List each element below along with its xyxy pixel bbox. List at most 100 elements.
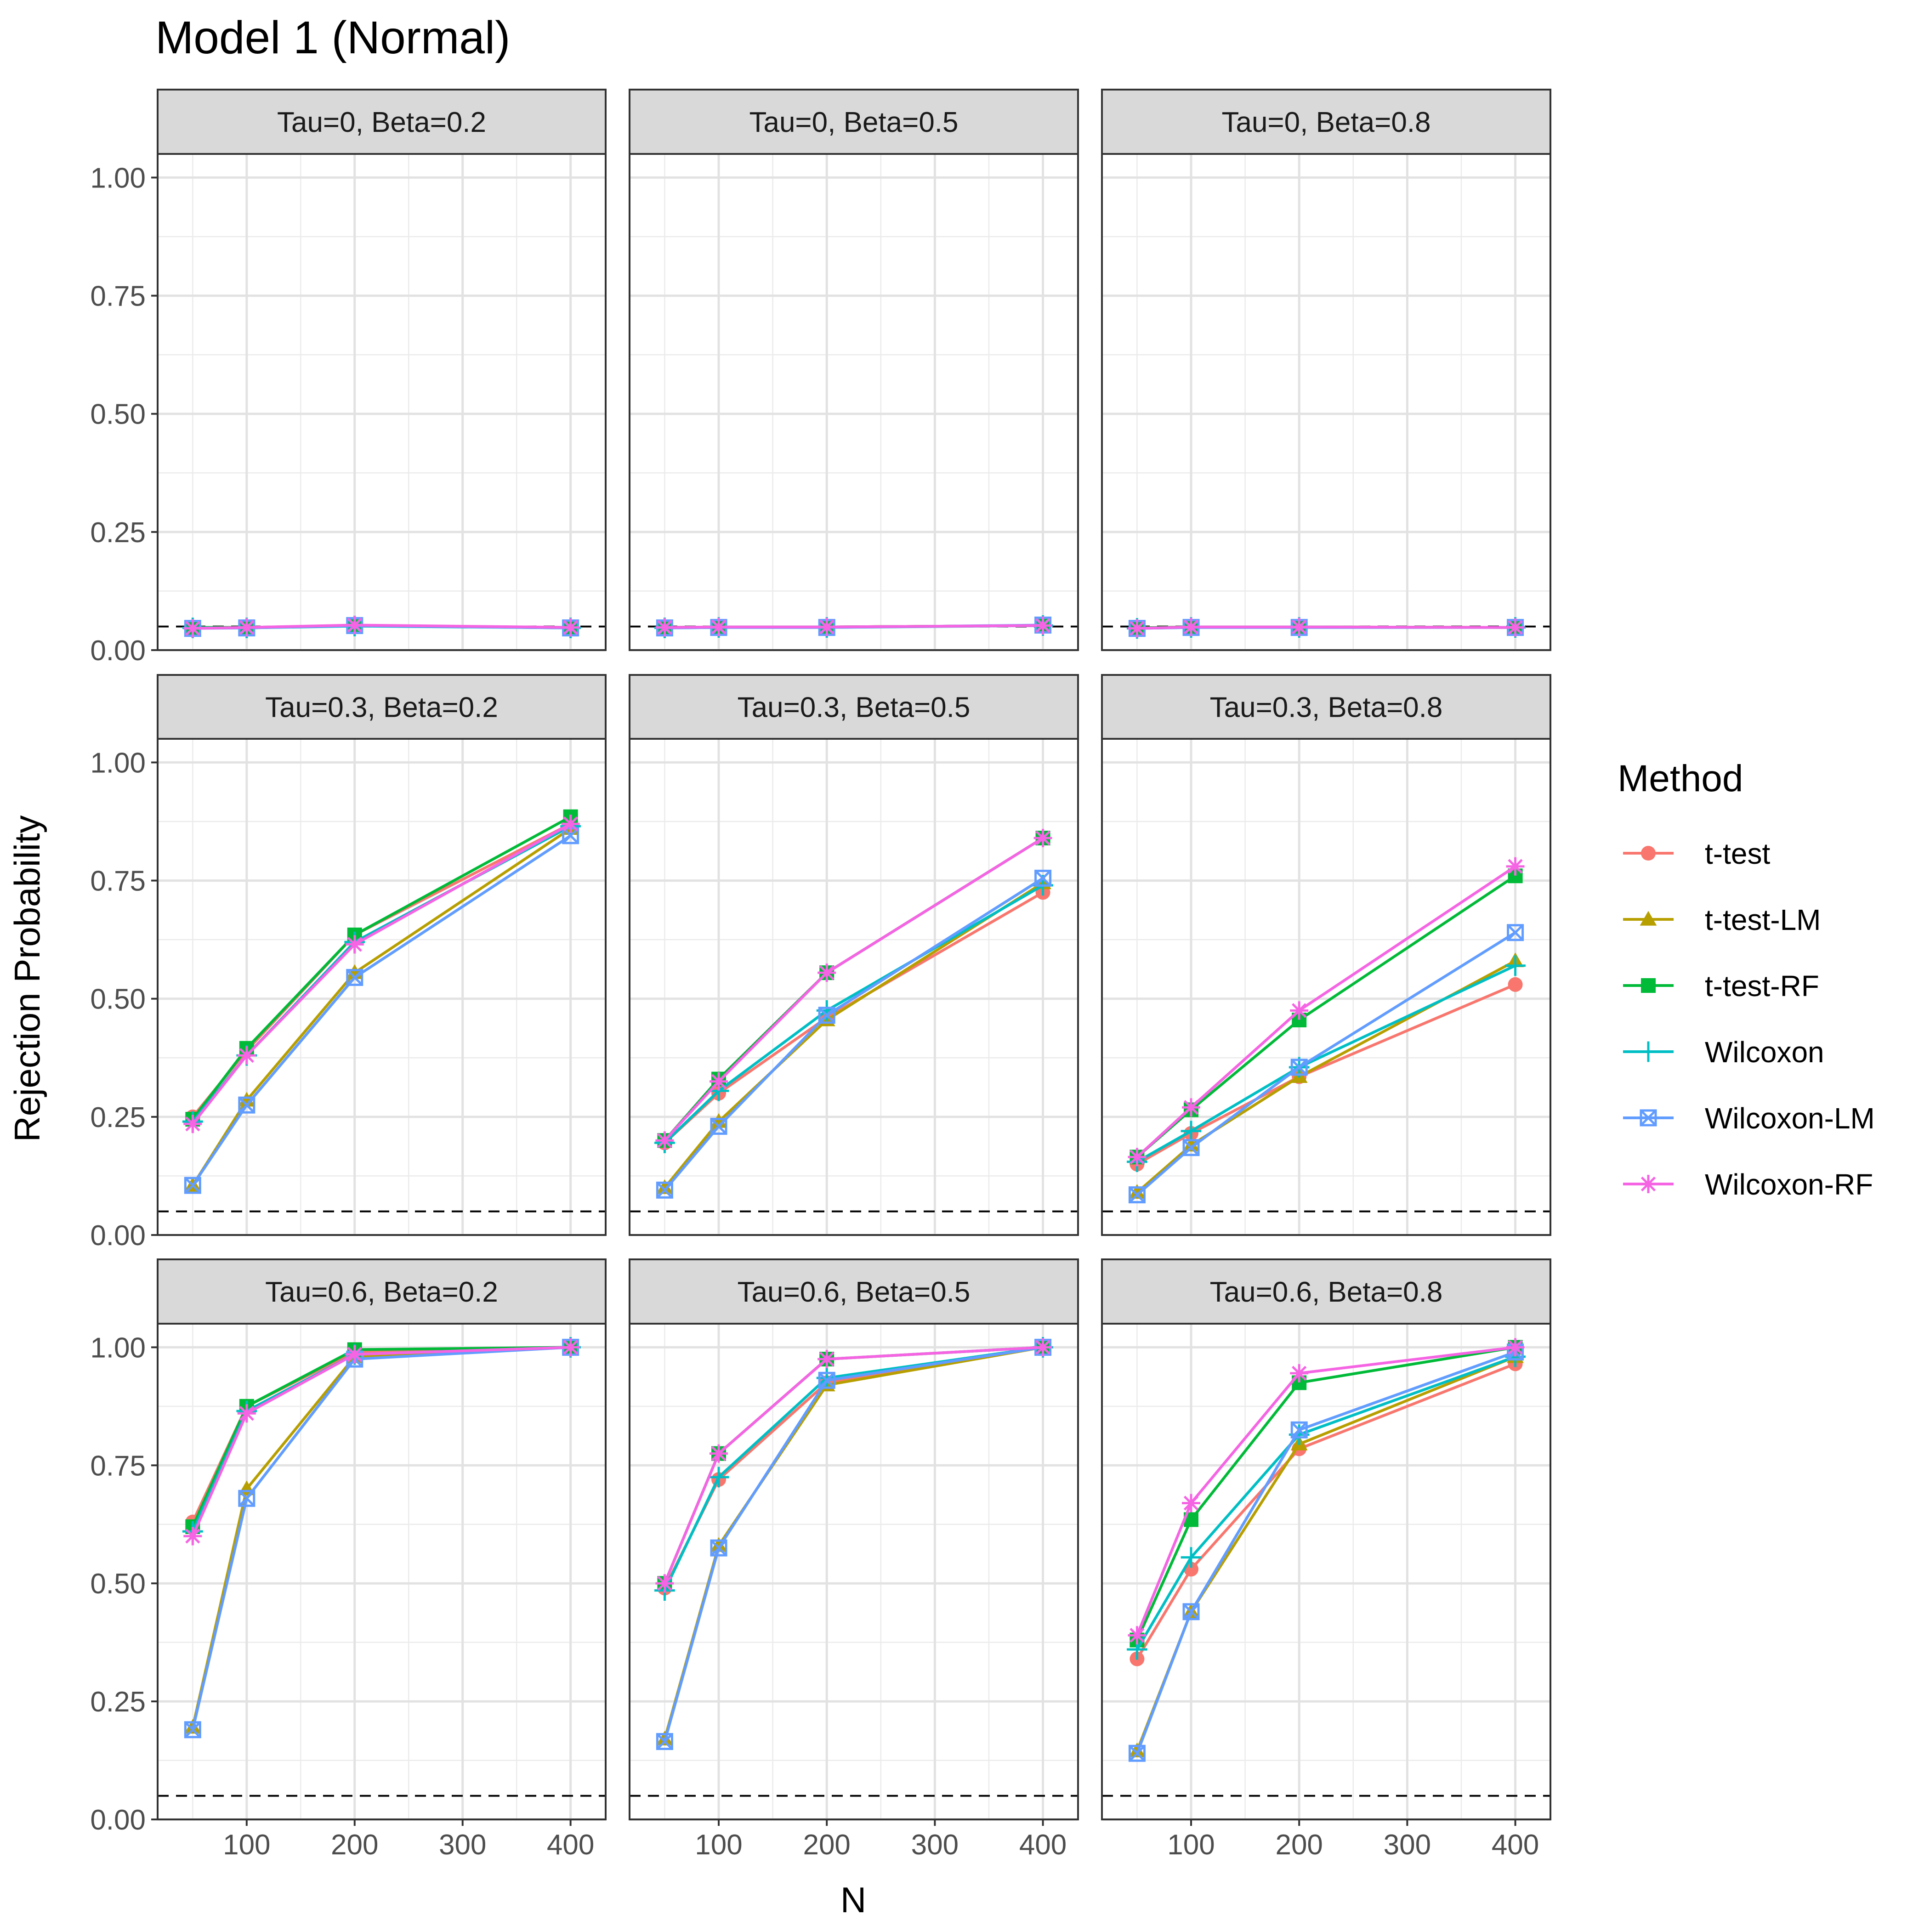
panel-tau-0-3-beta-0-5-series-wilcoxon-lm-point-2-d2 xyxy=(818,1007,835,1024)
panel-tau-0-3-beta-0-5-series-wilcoxon-rf-point-3-d2 xyxy=(1035,830,1050,846)
panel-tau-0-6-beta-0-5-series-wilcoxon-rf-line xyxy=(663,1346,1043,1584)
panel-tau-0-6-beta-0-2-y-tick-label-3: 0.75 xyxy=(90,1450,146,1482)
panel-tau-0-6-beta-0-8-series-wilcoxon-lm-point-1-d2 xyxy=(1183,1603,1199,1620)
panel-tau-0-3-beta-0-2-y-tick-label-3: 0.75 xyxy=(90,866,146,897)
legend-item-t-test-rf-marker xyxy=(1641,978,1656,993)
panel-tau-0-beta-0-2-series-wilcoxon-rf-line xyxy=(193,623,571,630)
panel-tau-0-3-beta-0-2-series-wilcoxon-rf-point-1-d2 xyxy=(239,1048,254,1063)
panel-tau-0-beta-0-2-series-wilcoxon-rf-point-1 xyxy=(237,618,256,637)
panel-tau-0-6-beta-0-2-y-tick-label-2: 0.50 xyxy=(90,1568,146,1600)
panel-tau-0-3-beta-0-8-series-t-test-lm-point-0 xyxy=(1129,1184,1146,1199)
panel-tau-0-6-beta-0-5-series-wilcoxon-rf-point-1-d2 xyxy=(711,1446,727,1461)
panel-tau-0-beta-0-2-series-wilcoxon-rf-point-0-d2 xyxy=(185,621,200,636)
panel-tau-0-3-beta-0-8-series-wilcoxon-lm-point-2-box xyxy=(1290,1059,1308,1076)
panel-tau-0-beta-0-2-series-wilcoxon-rf-point-2-d2 xyxy=(347,618,362,633)
panel-tau-0-beta-0-8-series-wilcoxon-rf-point-3-d2 xyxy=(1508,620,1523,635)
legend-item-t-test-marker xyxy=(1641,846,1656,861)
panel-tau-0-3-beta-0-2-series-wilcoxon-rf-line xyxy=(191,822,572,1125)
panel-tau-0-6-beta-0-5-series-wilcoxon-lm-point-0-box xyxy=(656,1733,673,1750)
panel-tau-0-6-beta-0-8-series-wilcoxon-lm-point-0-box xyxy=(1128,1745,1146,1762)
panel-tau-0-3-beta-0-5-series-wilcoxon-rf-point-1-d2 xyxy=(711,1074,727,1089)
panel-tau-0-6-beta-0-8-series-wilcoxon-lm-point-0 xyxy=(1128,1745,1146,1762)
panel-tau-0-beta-0-5: Tau=0, Beta=0.5 xyxy=(629,89,1079,652)
panel-tau-0-6-beta-0-5-strip-label: Tau=0.6, Beta=0.5 xyxy=(738,1276,971,1308)
panel-tau-0-6-beta-0-5-series-wilcoxon-lm-point-2 xyxy=(818,1371,835,1389)
panel-tau-0-6-beta-0-2-strip-label: Tau=0.6, Beta=0.2 xyxy=(265,1276,498,1308)
panel-tau-0-3-beta-0-2-series-wilcoxon-lm-point-2-d2 xyxy=(346,969,363,986)
panel-tau-0-3-beta-0-8-series-t-test-point-3 xyxy=(1508,977,1523,992)
panel-tau-0-3-beta-0-5-series-wilcoxon-lm-point-2-box xyxy=(818,1007,835,1024)
panel-tau-0-beta-0-2: Tau=0, Beta=0.2 0.00 0.25 0.50 0.75 1.00 xyxy=(90,89,607,667)
panel-tau-0-3-beta-0-8-background xyxy=(1102,739,1550,1235)
panel-tau-0-3-beta-0-5-series-wilcoxon-rf-point-0 xyxy=(655,1131,674,1150)
panel-tau-0-beta-0-5-series-wilcoxon-rf-point-2 xyxy=(817,618,836,636)
panel-tau-0-6-beta-0-8-series-wilcoxon-lm-point-0-d2 xyxy=(1129,1745,1146,1762)
panel-tau-0-6-beta-0-2-series-wilcoxon-rf-point-1 xyxy=(237,1404,256,1423)
panel-tau-0-6-beta-0-2-series-wilcoxon-lm-point-1-d2 xyxy=(238,1490,255,1507)
panel-tau-0-3-beta-0-8-series-wilcoxon-rf-point-3-d2 xyxy=(1508,859,1523,874)
panel-tau-0-beta-0-2-series-wilcoxon-rf-point-0 xyxy=(183,619,202,638)
panel-tau-0-6-beta-0-5-series-t-test-lm-point-1 xyxy=(710,1537,727,1552)
legend-item-wilcoxon-rf-marker-d2 xyxy=(1640,1176,1656,1192)
panel-tau-0-3-beta-0-5-series-wilcoxon-rf-line xyxy=(664,837,1044,1142)
panel-tau-0-3-beta-0-8-series-wilcoxon-point-3 xyxy=(1505,955,1526,976)
panel-tau-0-6-beta-0-2-series-wilcoxon-rf-line xyxy=(191,1346,571,1537)
panel-tau-0-beta-0-5-series-wilcoxon-rf-point-1-d2 xyxy=(711,619,727,635)
legend-item-t-test-rf-label: t-test-RF xyxy=(1705,969,1819,1003)
panel-tau-0-6-beta-0-5-series-wilcoxon-rf-point-0 xyxy=(655,1574,674,1593)
panel-tau-0-3-beta-0-5-series-wilcoxon-lm-point-0-d2 xyxy=(656,1182,673,1199)
panel-tau-0-6-beta-0-2-y-tick-label-0: 0.00 xyxy=(90,1804,146,1836)
panel-tau-0-beta-0-2-series-wilcoxon-rf-point-3-d2 xyxy=(563,620,578,635)
panel-tau-0-6-beta-0-2-background xyxy=(158,1324,606,1819)
panel-tau-0-3-beta-0-2-series-wilcoxon-rf-point-1 xyxy=(237,1046,256,1065)
panel-tau-0-beta-0-5-series-wilcoxon-rf-point-3 xyxy=(1033,616,1052,635)
panel-tau-0-3-beta-0-2-y-tick-label-2: 0.50 xyxy=(90,984,146,1015)
panel-tau-0-3-beta-0-5-background xyxy=(630,739,1078,1235)
panel-tau-0-6-beta-0-2-strip xyxy=(157,1258,607,1325)
panel-tau-0-6-beta-0-5-series-wilcoxon-lm-point-2-d2 xyxy=(818,1372,835,1389)
panel-tau-0-6-beta-0-2-series-wilcoxon-lm-point-1 xyxy=(238,1490,255,1507)
panel-tau-0-6-beta-0-5-series-wilcoxon-lm-point-0-d2 xyxy=(656,1733,673,1750)
panel-tau-0-6-beta-0-5-series-wilcoxon-rf-point-1 xyxy=(710,1444,728,1463)
panel-tau-0-6-beta-0-2-series-wilcoxon-rf-point-0 xyxy=(183,1527,202,1546)
panel-tau-0-3-beta-0-2-series-wilcoxon-lm-point-1-box xyxy=(238,1096,255,1114)
panel-tau-0-3-beta-0-5-series-wilcoxon-lm-point-1-box xyxy=(710,1117,727,1135)
panel-tau-0-6-beta-0-5-series-wilcoxon-lm-point-0 xyxy=(656,1733,673,1750)
panel-tau-0-3-beta-0-2-y-tick-label-0: 0.00 xyxy=(90,1220,146,1252)
legend-item-t-test-lm-marker xyxy=(1640,911,1657,926)
panel-tau-0-6-beta-0-5-series-wilcoxon-lm-line xyxy=(663,1346,1044,1742)
legend-item-wilcoxon-lm-marker-d2 xyxy=(1640,1110,1657,1126)
panel-tau-0-3-beta-0-8-series-wilcoxon-lm-point-2 xyxy=(1290,1059,1308,1076)
panel-tau-0-6-beta-0-8-series-wilcoxon-rf-point-2-d2 xyxy=(1292,1365,1307,1381)
panel-tau-0-6-beta-0-5-x-tick-label-1: 200 xyxy=(803,1829,850,1861)
panel-tau-0-6-beta-0-5-series-wilcoxon-lm-point-1-d2 xyxy=(710,1540,727,1556)
panel-tau-0-beta-0-2-y-tick-label-1: 0.25 xyxy=(90,517,146,549)
panel-tau-0-6-beta-0-5-series-wilcoxon-lm-point-1-box xyxy=(710,1539,727,1557)
panel-tau-0-beta-0-5-series-wilcoxon-rf-point-0 xyxy=(655,618,674,637)
panel-tau-0-beta-0-8-strip xyxy=(1101,89,1551,155)
panel-tau-0-3-beta-0-2-y-tick-label-4: 1.00 xyxy=(90,747,146,779)
panel-tau-0-6-beta-0-8-series-wilcoxon-rf-line xyxy=(1135,1346,1516,1636)
legend-item-wilcoxon: Wilcoxon xyxy=(1623,1036,1824,1069)
panel-tau-0-3-beta-0-8-series-wilcoxon-rf-point-1 xyxy=(1182,1098,1201,1117)
panel-tau-0-beta-0-8: Tau=0, Beta=0.8 xyxy=(1101,89,1551,652)
panel-tau-0-3-beta-0-8-strip xyxy=(1101,674,1551,740)
panel-tau-0-3-beta-0-5-series-wilcoxon-lm-point-1 xyxy=(710,1117,727,1135)
panel-tau-0-3-beta-0-2-series-wilcoxon-lm-point-2-box xyxy=(346,969,363,986)
panel-tau-0-6-beta-0-8-series-wilcoxon-lm-point-1-box xyxy=(1182,1603,1200,1620)
panel-tau-0-beta-0-2-strip-label: Tau=0, Beta=0.2 xyxy=(277,107,486,138)
panel-tau-0-3-beta-0-2: Tau=0.3, Beta=0.2 0.00 0.25 0.50 0.75 1.00 xyxy=(90,674,607,1252)
panel-tau-0-3-beta-0-8-series-wilcoxon-lm-point-3-box xyxy=(1507,924,1524,941)
legend-item-t-test-label: t-test xyxy=(1705,837,1770,870)
panel-tau-0-6-beta-0-5-series-wilcoxon-rf-point-3-d2 xyxy=(1035,1340,1050,1355)
panel-tau-0-3-beta-0-8-series-wilcoxon-rf-point-0 xyxy=(1128,1148,1147,1167)
panel-tau-0-beta-0-5-series-wilcoxon-rf-line xyxy=(664,624,1043,629)
panel-tau-0-6-beta-0-2-series-wilcoxon-lm-point-1-box xyxy=(238,1490,255,1507)
panel-tau-0-3-beta-0-8-series-t-test-lm-point-1 xyxy=(1182,1137,1200,1152)
panel-tau-0-beta-0-2-y-tick-label-2: 0.50 xyxy=(90,399,146,431)
panel-tau-0-6-beta-0-2-series-t-test-rf-line xyxy=(191,1346,571,1528)
panel-tau-0-6-beta-0-5-background xyxy=(630,1324,1078,1819)
panel-tau-0-3-beta-0-5-strip xyxy=(629,674,1079,740)
panel-tau-0-6-beta-0-8-series-wilcoxon-lm-point-2 xyxy=(1290,1421,1308,1439)
panel-tau-0-3-beta-0-8-series-wilcoxon-lm-point-0 xyxy=(1128,1186,1146,1204)
